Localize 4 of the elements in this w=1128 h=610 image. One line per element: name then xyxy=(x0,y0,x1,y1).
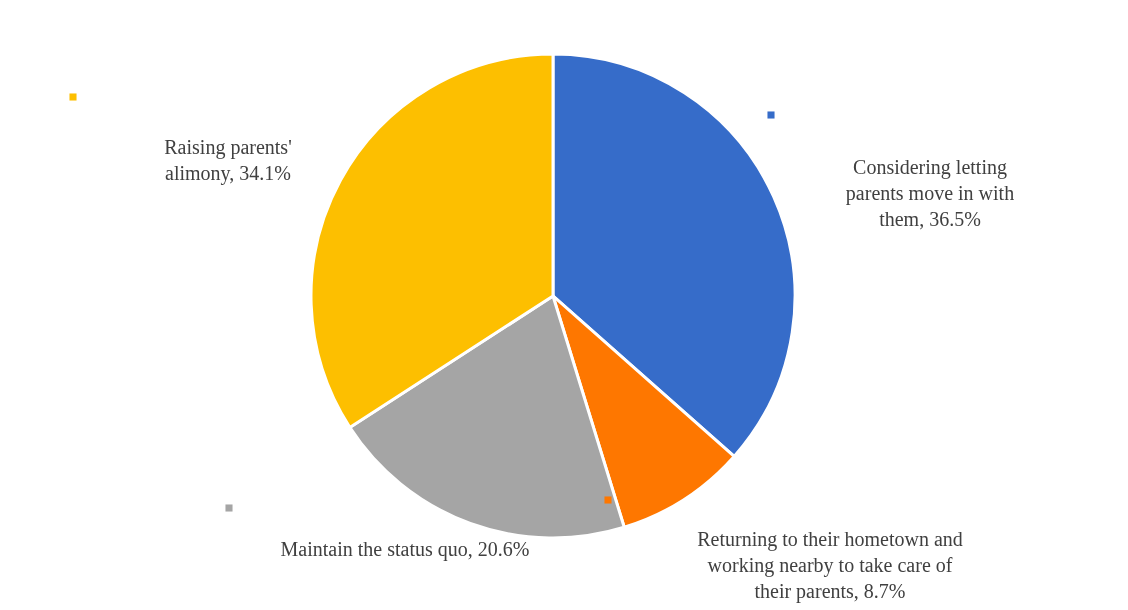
slice-label: Returning to their hometown and working nearby to take care of their parents, 8.7% xyxy=(697,528,963,603)
slice-label: Raising parents' alimony, 34.1% xyxy=(164,136,292,185)
slice-label: Maintain the status quo, 20.6% xyxy=(280,538,530,561)
slice-label: Considering letting parents move in with them, 36.5% xyxy=(845,156,1015,230)
